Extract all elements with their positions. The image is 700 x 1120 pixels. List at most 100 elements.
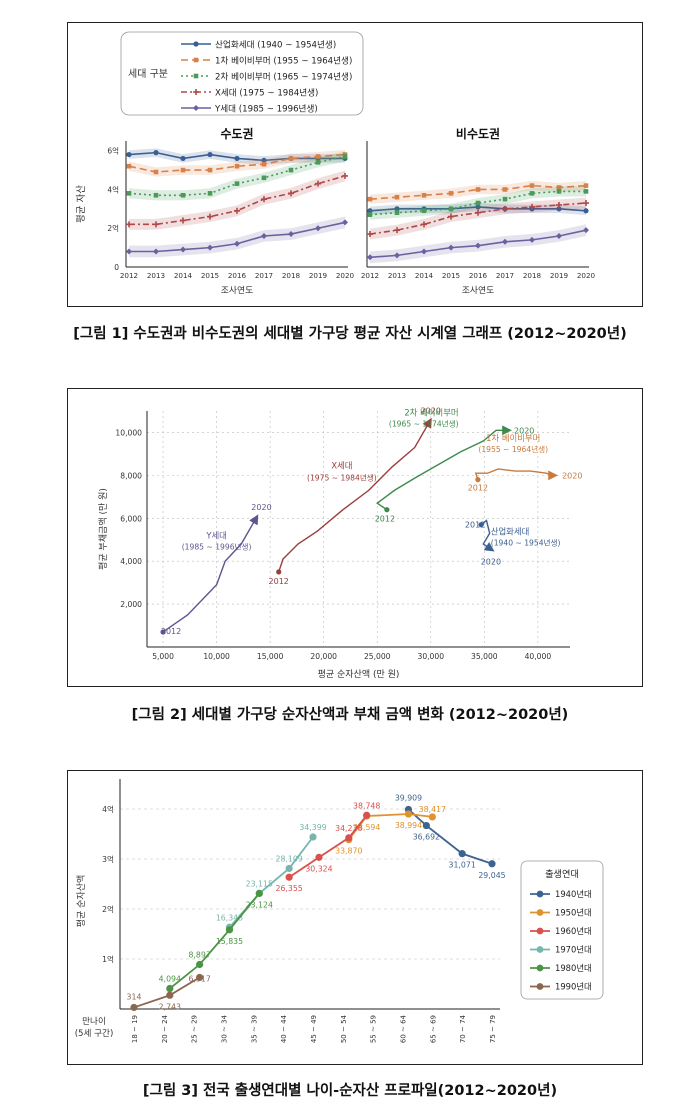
- figure-2-series-name: X세대: [331, 460, 352, 470]
- figure-3-data-label: 34,399: [299, 823, 326, 832]
- figure-2-series: 2012 2020 Y세대(1985 ~ 1996년생): [160, 503, 272, 636]
- figure-1-data-point: [288, 167, 294, 173]
- figure-2-trajectory-line: [480, 519, 495, 552]
- figure-1-data-point: [315, 154, 321, 159]
- figure-1-data-point: [315, 225, 321, 232]
- figure-1-data-point: [583, 208, 589, 214]
- figure-2-x-axis-label: 평균 순자산액 (만 원): [318, 668, 400, 680]
- figure-1-subplot-title: 비수도권: [456, 126, 500, 141]
- figure-2-series: 2012 2020 1차 베이비부머(1955 ~ 1964년생): [468, 433, 583, 493]
- figure-3-series: 314 2,743 6,317: [127, 973, 211, 1012]
- figure-1-data-point: [367, 231, 373, 238]
- figure-1-legend: 세대 구분 산업화세대 (1940 ~ 1954년생) 1차 베이비부머 (1955…: [120, 31, 364, 116]
- figure-2-series: 2012 2020 산업화세대(1940 ~ 1954년생): [465, 519, 561, 566]
- figure-1-y-tick-label: 4억: [107, 185, 119, 194]
- figure-1-y-tick-label: 2억: [107, 224, 119, 233]
- figure-3-panel: 1억 2억 3억 4억 18 ~ 19 20 ~ 24 25 ~ 29 30 ~ 34 35 ~…: [67, 770, 643, 1065]
- figure-3-x-tick-label: 50 ~ 54: [340, 1014, 348, 1043]
- figure-3-data-point: [196, 960, 204, 969]
- figure-1-data-point: [234, 240, 240, 247]
- figure-2-start-year-label: 2012: [465, 521, 485, 530]
- figure-2-start-year-label: 2012: [375, 515, 395, 524]
- figure-1-x-tick-label: 2013: [388, 271, 406, 280]
- figure-1-series-line: [369, 190, 586, 216]
- figure-1-data-point: [126, 191, 132, 196]
- figure-1-data-point: [394, 194, 400, 200]
- figure-1-data-point: [288, 231, 294, 238]
- figure-1-data-point: [448, 244, 454, 251]
- figure-3-data-label: 38,594: [353, 823, 380, 832]
- figure-3-y-tick-label: 1억: [102, 955, 114, 964]
- figure-1-x-tick-label: 2016: [228, 271, 247, 280]
- figure-1-data-point: [180, 155, 186, 162]
- figure-1-legend-box: [120, 31, 364, 116]
- figure-1-series-line: [128, 155, 346, 197]
- figure-1-data-point: [529, 236, 535, 243]
- figure-1-data-point: [583, 200, 589, 207]
- figure-1-x-tick-label: 2019: [550, 271, 569, 280]
- figure-2-series-name: 산업화세대: [491, 527, 530, 537]
- figure-2-series-subname: (1955 ~ 1964년생): [478, 444, 548, 454]
- figure-1-data-point: [367, 212, 373, 217]
- figure-1-data-point: [475, 200, 481, 206]
- figure-1-data-point: [502, 187, 508, 192]
- figure-3-data-point: [285, 864, 293, 873]
- figure-1-x-tick-label: 2020: [336, 271, 355, 280]
- figure-1-data-point: [234, 181, 240, 186]
- figure-3-legend-label: 1940년대: [555, 889, 592, 899]
- figure-3-legend-marker: [536, 909, 544, 916]
- figure-3-x-tick-label: 60 ~ 64: [400, 1014, 408, 1043]
- figure-1-x-tick-label: 2017: [496, 271, 514, 280]
- figure-3-data-point: [196, 973, 204, 982]
- figure-1-data-point: [394, 227, 400, 234]
- figure-3-series: 26,355 30,324 34,238 38,748: [275, 801, 380, 893]
- figure-3-data-label: 30,324: [305, 864, 332, 873]
- figure-3-x-tick-label: 70 ~ 74: [459, 1014, 467, 1043]
- figure-3-legend-marker: [536, 890, 544, 898]
- figure-1-legend-label: 2차 베이비부머 (1965 ~ 1974년생): [215, 72, 352, 83]
- figure-3-series-line: [288, 814, 368, 878]
- figure-1-series-line: [128, 153, 346, 173]
- figure-1-data-point: [583, 227, 589, 234]
- figure-1-data-point: [394, 210, 400, 216]
- figure-3-data-label: 31,071: [449, 861, 476, 870]
- figure-1-x-tick-label: 2018: [282, 271, 301, 280]
- figure-1-data-point: [207, 244, 213, 251]
- figure-2-y-tick-label: 6,000: [120, 514, 142, 523]
- figure-2-end-year-label: 2020: [481, 557, 501, 566]
- figure-3-legend: 출생연대 1940년대 1950년대 1960년대 1970년대 1980년대 1990년대: [520, 860, 604, 1000]
- figure-2-y-tick-label: 8,000: [120, 471, 142, 480]
- figure-3-x-tick-label: 45 ~ 49: [310, 1015, 318, 1043]
- figure-1-data-point: [448, 191, 454, 196]
- figure-3-data-point: [166, 991, 174, 999]
- figure-1-data-point: [342, 172, 348, 179]
- figure-2-start-year-label: 2012: [161, 627, 181, 636]
- figure-2-y-tick-label: 4,000: [120, 557, 142, 566]
- figure-3-data-label: 314: [127, 992, 142, 1001]
- figure-3-data-point: [130, 1003, 138, 1012]
- figure-1-data-point: [342, 154, 348, 159]
- figure-1-legend-label: 산업화세대 (1940 ~ 1954년생): [215, 40, 336, 51]
- figure-1-legend-label: 1차 베이비부머 (1955 ~ 1964년생): [215, 56, 352, 67]
- figure-1-legend-marker: [193, 57, 199, 63]
- figure-1-data-point: [261, 157, 267, 163]
- figure-2-trajectory-line: [278, 417, 432, 573]
- figure-3-data-label: 38,748: [353, 801, 380, 810]
- figure-3-data-label: 38,994: [395, 821, 422, 830]
- figure-2-end-year-label: 2020: [251, 503, 271, 512]
- figure-3-x-axis-label-line1: 만나이: [82, 1016, 106, 1027]
- figure-3-data-label: 16,343: [216, 913, 243, 922]
- figure-1-data-point: [153, 248, 159, 255]
- figure-1-data-point: [529, 191, 535, 196]
- figure-3-x-tick-label: 30 ~ 34: [221, 1014, 229, 1043]
- figure-1-data-point: [234, 155, 240, 162]
- figure-2-end-year-label: 2020: [421, 407, 441, 416]
- figure-2-start-point: [475, 477, 481, 483]
- figure-3-data-point: [166, 984, 174, 993]
- figure-3-legend-marker: [536, 964, 544, 972]
- figure-3-y-tick-label: 3억: [102, 855, 114, 864]
- figure-2-trajectory-line: [162, 514, 259, 633]
- figure-1-data-point: [126, 221, 132, 228]
- figure-3-data-point: [363, 811, 371, 819]
